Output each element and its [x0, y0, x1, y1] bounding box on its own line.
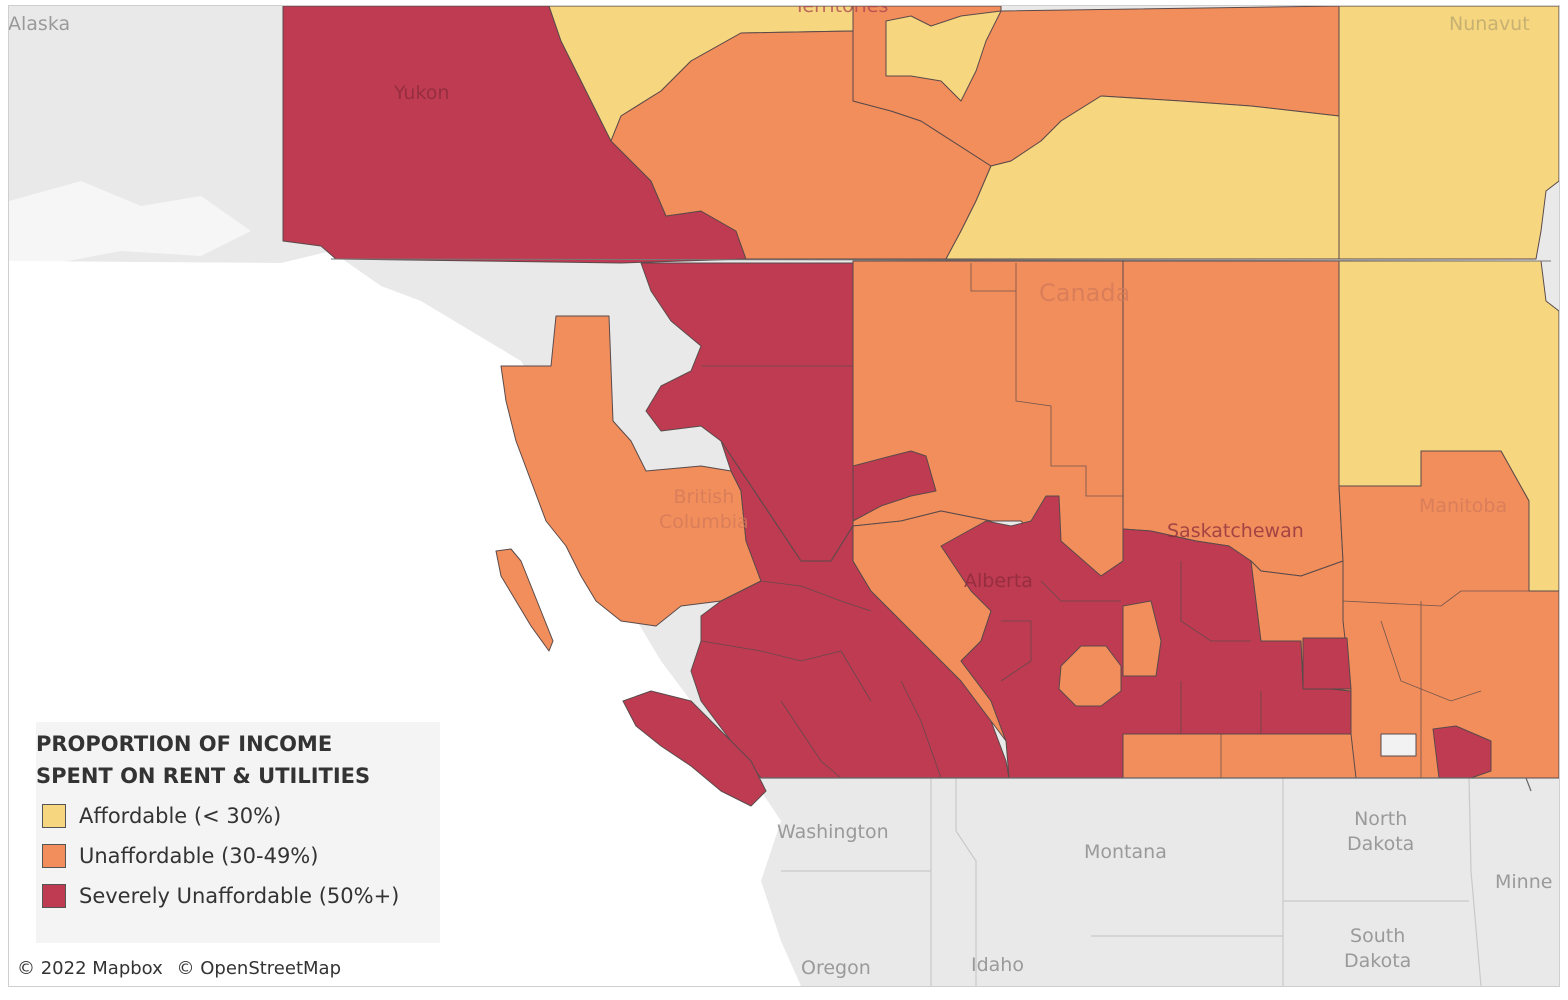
census-division-lines: [700, 263, 1529, 779]
legend-label-unaffordable: Unaffordable (30-49%): [79, 844, 319, 868]
haida-gwaii-unaffordable[interactable]: [495, 548, 554, 652]
sask-southeast-severe[interactable]: [1302, 637, 1352, 690]
vancouver-island-severe[interactable]: [622, 690, 767, 807]
label-canada: Canada: [1039, 279, 1131, 307]
label-montana: Montana: [1084, 841, 1167, 863]
province-regions[interactable]: [495, 260, 1559, 807]
label-south-dakota-2: Dakota: [1344, 950, 1412, 972]
label-oregon: Oregon: [801, 957, 871, 979]
prairie-south-unaffordable[interactable]: [1122, 733, 1357, 779]
label-yukon: Yukon: [394, 82, 450, 104]
legend-title: PROPORTION OF INCOME SPENT ON RENT & UTI…: [36, 728, 370, 792]
choropleth-map[interactable]: [9, 6, 1559, 986]
label-minnesota: Minne: [1495, 871, 1553, 893]
label-columbia: Columbia: [659, 511, 749, 533]
label-manitoba: Manitoba: [1419, 495, 1508, 517]
legend-item-affordable[interactable]: Affordable (< 30%): [42, 802, 281, 830]
map-frame[interactable]: Alaska Territories Nunavut Yukon Canada …: [8, 5, 1560, 987]
legend-item-unaffordable[interactable]: Unaffordable (30-49%): [42, 842, 318, 870]
map-attribution: © 2022 Mapbox © OpenStreetMap: [13, 956, 345, 981]
label-nunavut: Nunavut: [1449, 13, 1530, 35]
attribution-osm-link[interactable]: © OpenStreetMap: [176, 958, 341, 979]
legend-swatch-affordable: [42, 804, 66, 828]
legend-item-severe[interactable]: Severely Unaffordable (50%+): [42, 882, 399, 910]
label-saskatchewan: Saskatchewan: [1167, 520, 1304, 542]
label-territories: Territories: [794, 5, 889, 17]
label-british-columbia: British Columbia: [659, 485, 749, 535]
legend-swatch-severe: [42, 884, 66, 908]
legend-title-line2: SPENT ON RENT & UTILITIES: [36, 764, 371, 788]
label-british: British: [673, 486, 735, 508]
label-alaska: Alaska: [8, 13, 71, 35]
label-north: North: [1354, 808, 1408, 830]
label-alberta: Alberta: [964, 570, 1033, 592]
label-south-dakota: South Dakota: [1344, 924, 1411, 974]
canada-us-border: [761, 777, 1532, 792]
legend-label-severe: Severely Unaffordable (50%+): [79, 884, 400, 908]
legend-label-affordable: Affordable (< 30%): [79, 804, 282, 828]
bc-south-severe[interactable]: [690, 440, 1010, 779]
label-washington: Washington: [777, 821, 889, 843]
legend-swatch-unaffordable: [42, 844, 66, 868]
sixtieth-parallel: [330, 258, 1552, 262]
nwt-island-affordable[interactable]: [885, 10, 1002, 102]
label-idaho: Idaho: [971, 954, 1024, 976]
nunavut-affordable[interactable]: [1338, 6, 1559, 260]
no-data-region[interactable]: [1380, 733, 1417, 757]
alaska-coast: [9, 181, 251, 266]
map-legend: PROPORTION OF INCOME SPENT ON RENT & UTI…: [36, 722, 440, 943]
sask-saskatoon-unaffordable[interactable]: [1122, 600, 1162, 677]
calgary-area-unaffordable[interactable]: [1058, 645, 1122, 707]
us-state-borders: [781, 777, 1482, 986]
territories-regions[interactable]: [282, 6, 1559, 264]
label-south: South: [1350, 925, 1406, 947]
nwt-east-affordable[interactable]: [945, 95, 1340, 260]
legend-title-line1: PROPORTION OF INCOME: [36, 732, 333, 756]
alberta-peace-severe[interactable]: [852, 450, 937, 522]
label-north-dakota-2: Dakota: [1347, 833, 1415, 855]
attribution-mapbox-link[interactable]: © 2022 Mapbox: [17, 958, 163, 979]
label-north-dakota: North Dakota: [1347, 807, 1414, 857]
